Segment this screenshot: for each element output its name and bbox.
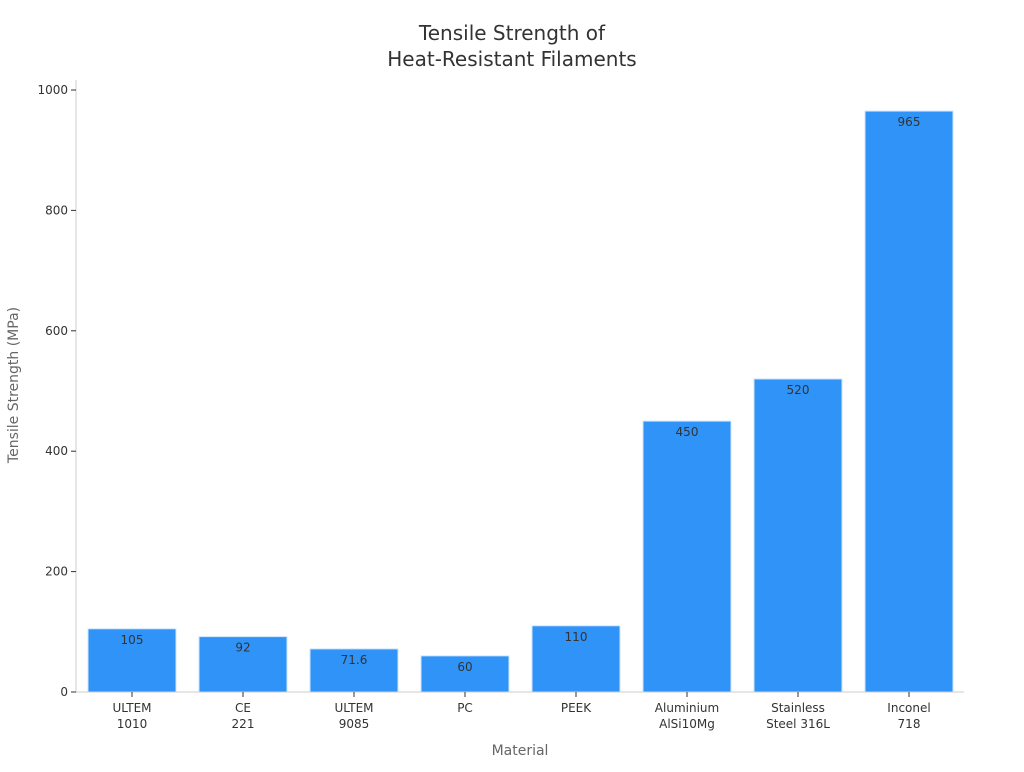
bar — [198, 636, 288, 693]
data-label: 71.6 — [341, 653, 368, 667]
bar — [642, 420, 732, 693]
x-tick-label: 718 — [898, 717, 921, 731]
x-tick-label: 221 — [232, 717, 255, 731]
x-axis-label: Material — [492, 743, 549, 759]
x-tick-label: Aluminium — [655, 701, 719, 715]
x-tick-label: PEEK — [561, 701, 592, 715]
bar — [864, 110, 954, 693]
data-label: 92 — [235, 641, 250, 655]
y-tick-label: 200 — [45, 565, 68, 579]
data-label: 105 — [121, 633, 144, 647]
data-label: 110 — [565, 630, 588, 644]
data-label: 450 — [676, 425, 699, 439]
y-tick-label: 800 — [45, 203, 68, 217]
x-tick-label: Steel 316L — [766, 717, 830, 731]
bar — [87, 628, 177, 693]
y-tick-label: 0 — [60, 685, 68, 699]
x-tick-label: ULTEM — [112, 701, 151, 715]
data-label: 965 — [898, 115, 921, 129]
bar — [531, 625, 621, 693]
y-tick-label: 1000 — [37, 83, 68, 97]
data-label: 60 — [457, 660, 472, 674]
bar — [753, 378, 843, 693]
x-tick-label: CE — [235, 701, 251, 715]
chart-title-line-2: Heat-Resistant Filaments — [387, 47, 636, 71]
data-label: 520 — [787, 383, 810, 397]
y-tick-label: 600 — [45, 324, 68, 338]
x-tick-label: ULTEM — [334, 701, 373, 715]
chart-title-line-1: Tensile Strength of — [418, 21, 606, 45]
x-tick-label: PC — [457, 701, 473, 715]
y-axis-label: Tensile Strength (MPa) — [6, 307, 22, 464]
x-tick-label: 9085 — [339, 717, 370, 731]
bar — [420, 655, 510, 693]
x-tick-label: Stainless — [771, 701, 825, 715]
bar — [309, 648, 399, 693]
x-tick-label: Inconel — [887, 701, 930, 715]
y-tick-label: 400 — [45, 444, 68, 458]
x-tick-label: 1010 — [117, 717, 148, 731]
x-tick-label: AlSi10Mg — [659, 717, 715, 731]
